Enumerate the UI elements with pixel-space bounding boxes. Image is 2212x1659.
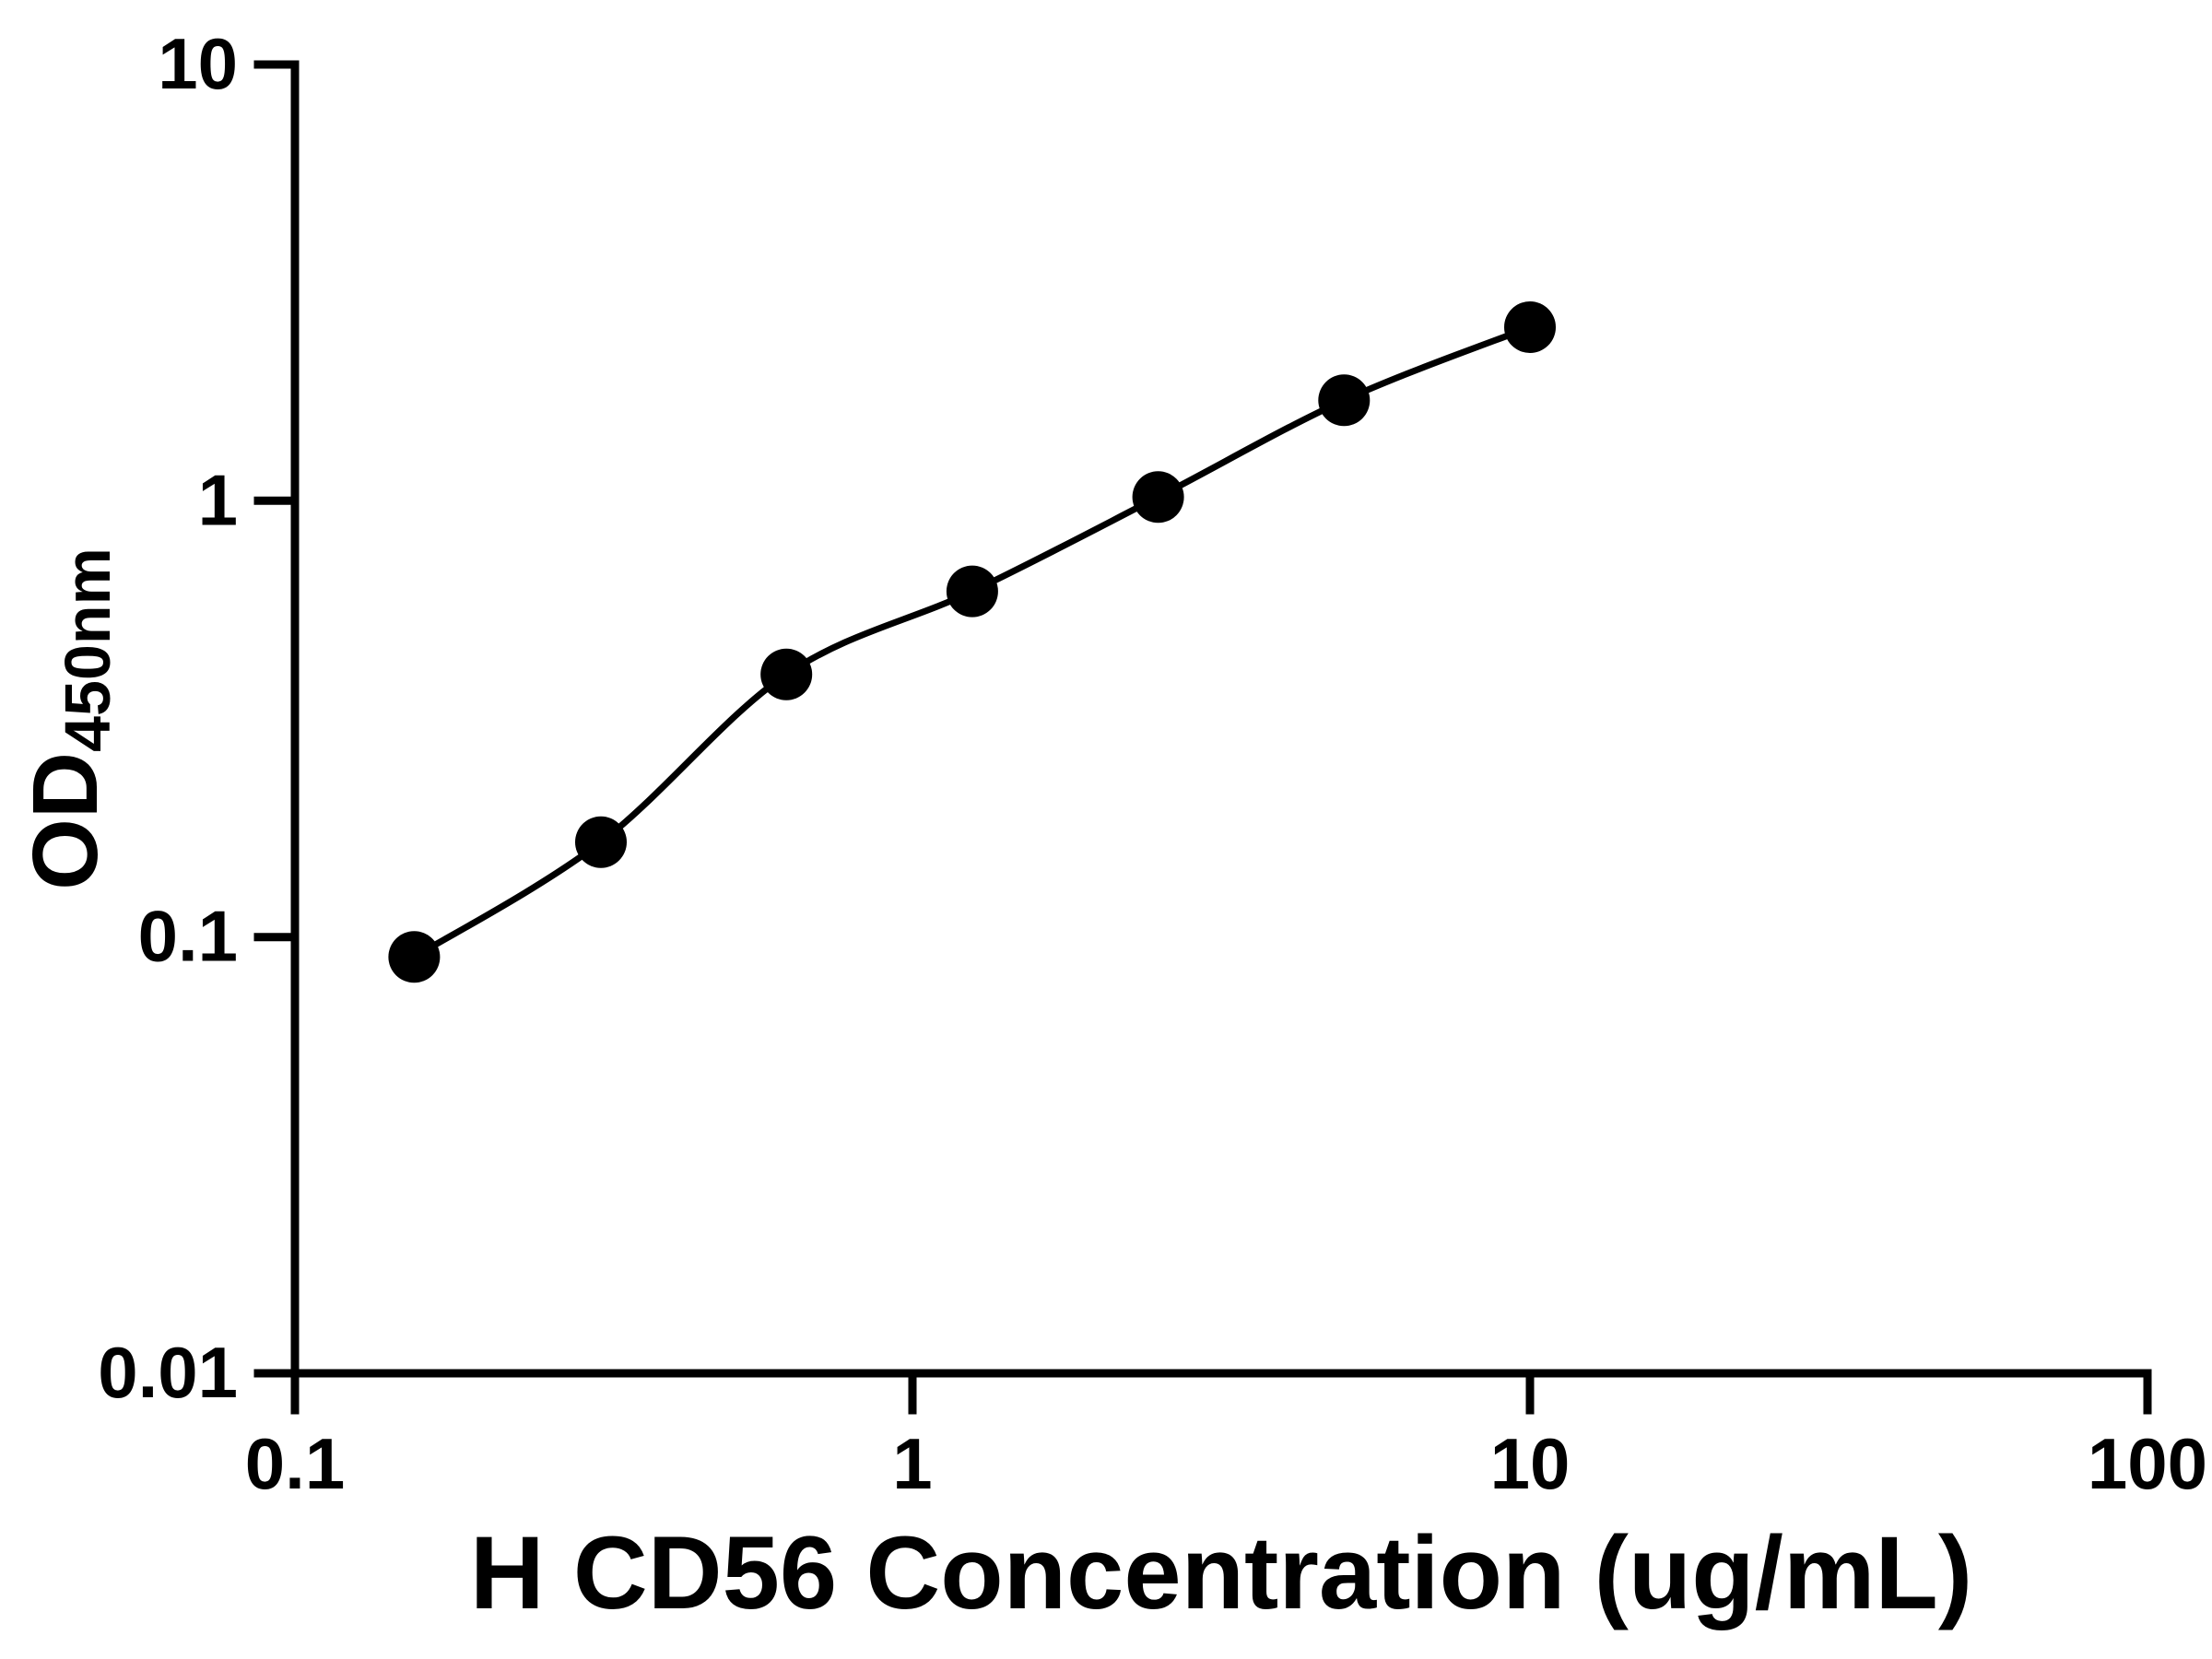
x-axis-tick-label: 1 (892, 1423, 932, 1504)
y-axis-tick-label: 0.01 (98, 1332, 238, 1413)
y-axis-tick-label: 10 (158, 23, 238, 104)
data-point (1504, 301, 1556, 353)
axes-frame (290, 60, 2152, 1378)
data-point (388, 931, 441, 983)
x-axis-tick-label: 0.1 (245, 1423, 345, 1504)
data-point (575, 816, 627, 868)
x-axis-title: H CD56 Concentration (ug/mL) (470, 1515, 1972, 1630)
data-point (946, 565, 998, 618)
y-axis-tick-label: 1 (198, 459, 238, 540)
data-point (1318, 374, 1371, 427)
standard-curve-line (410, 324, 1534, 960)
data-point (1132, 471, 1184, 524)
y-axis-title-sub: 450nm (52, 547, 124, 752)
y-axis-title-main: OD (14, 752, 117, 890)
x-axis-tick-label: 100 (2088, 1423, 2207, 1504)
x-axis-tick-label: 10 (1490, 1423, 1571, 1504)
y-axis-tick-label: 0.1 (138, 896, 238, 977)
y-axis-title: OD450nm (14, 547, 124, 890)
data-point (760, 648, 813, 700)
